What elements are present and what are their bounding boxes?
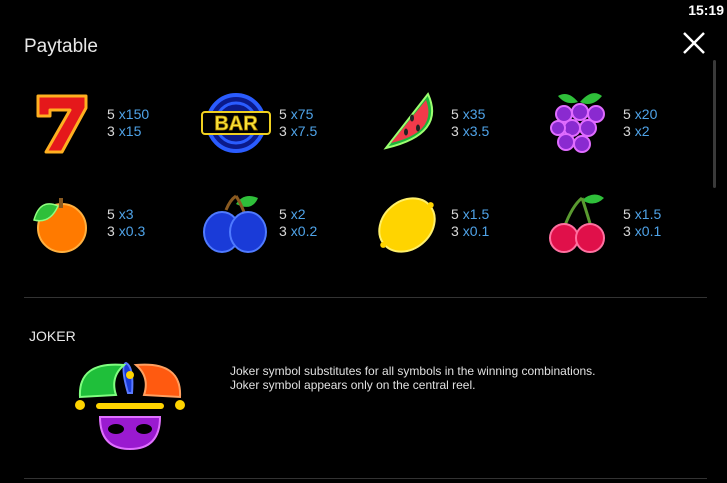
pay-multiplier: x75: [290, 106, 314, 122]
pay-multiplier: x7.5: [290, 123, 318, 139]
symbol-cherry: 5 x1.5 3 x0.1: [544, 188, 716, 270]
pay-count: 3: [107, 123, 115, 139]
pay-count: 5: [107, 106, 115, 122]
bar-icon: BAR: [201, 93, 271, 153]
pay-count: 3: [623, 123, 631, 139]
joker-title: JOKER: [29, 328, 76, 344]
symbol-lemon: 5 x1.5 3 x0.1: [372, 188, 544, 270]
pay-count: 5: [107, 206, 115, 222]
pay-multiplier: x0.3: [118, 223, 146, 239]
pay-multiplier: x35: [462, 106, 486, 122]
orange-icon: [33, 198, 87, 253]
pay-count: 5: [623, 106, 631, 122]
pay-multiplier: x15: [118, 123, 142, 139]
pay-count: 5: [279, 206, 287, 222]
bar-label: BAR: [214, 113, 258, 135]
page-title: Paytable: [24, 36, 98, 57]
pay-count: 3: [279, 123, 287, 139]
section-divider: [24, 478, 707, 479]
symbol-watermelon: 5 x35 3 x3.5: [372, 88, 544, 170]
symbol-bar: BAR 5 x75 3 x7.5: [200, 88, 372, 170]
section-divider: [24, 297, 707, 298]
pay-count: 3: [451, 223, 459, 239]
pay-count: 5: [451, 206, 459, 222]
pay-multiplier: x3.5: [462, 123, 490, 139]
pay-multiplier: x0.1: [634, 223, 662, 239]
lemon-icon: [378, 197, 436, 253]
seven-icon: [36, 94, 88, 154]
symbol-grapes: 5 x20 3 x2: [544, 88, 716, 170]
pay-count: 5: [451, 106, 459, 122]
pay-multiplier: x20: [634, 106, 658, 122]
symbol-plum: 5 x2 3 x0.2: [200, 188, 372, 270]
symbol-seven: 5 x150 3 x15: [28, 88, 200, 170]
joker-description: Joker symbol substitutes for all symbols…: [230, 364, 596, 392]
symbol-orange: 5 x3 3 x0.3: [28, 188, 200, 270]
pay-count: 3: [623, 223, 631, 239]
pay-count: 5: [623, 206, 631, 222]
plum-icon: [203, 194, 267, 253]
watermelon-icon: [383, 92, 434, 150]
pay-count: 3: [279, 223, 287, 239]
joker-description-line: Joker symbol substitutes for all symbols…: [230, 364, 596, 378]
cherry-icon: [549, 194, 605, 253]
grapes-icon: [550, 93, 605, 153]
pay-multiplier: x0.2: [290, 223, 318, 239]
pay-multiplier: x1.5: [462, 206, 490, 222]
pay-count: 3: [451, 123, 459, 139]
pay-multiplier: x0.1: [462, 223, 490, 239]
pay-multiplier: x1.5: [634, 206, 662, 222]
joker-description-line: Joker symbol appears only on the central…: [230, 378, 476, 392]
close-icon[interactable]: [681, 30, 707, 56]
pay-count: 5: [279, 106, 287, 122]
pay-multiplier: x3: [118, 206, 134, 222]
scrollbar[interactable]: [713, 60, 716, 188]
pay-multiplier: x2: [290, 206, 306, 222]
status-time: 15:19: [688, 2, 724, 18]
pay-multiplier: x150: [118, 106, 150, 122]
pay-multiplier: x2: [634, 123, 650, 139]
joker-icon: [75, 361, 185, 451]
pay-count: 3: [107, 223, 115, 239]
